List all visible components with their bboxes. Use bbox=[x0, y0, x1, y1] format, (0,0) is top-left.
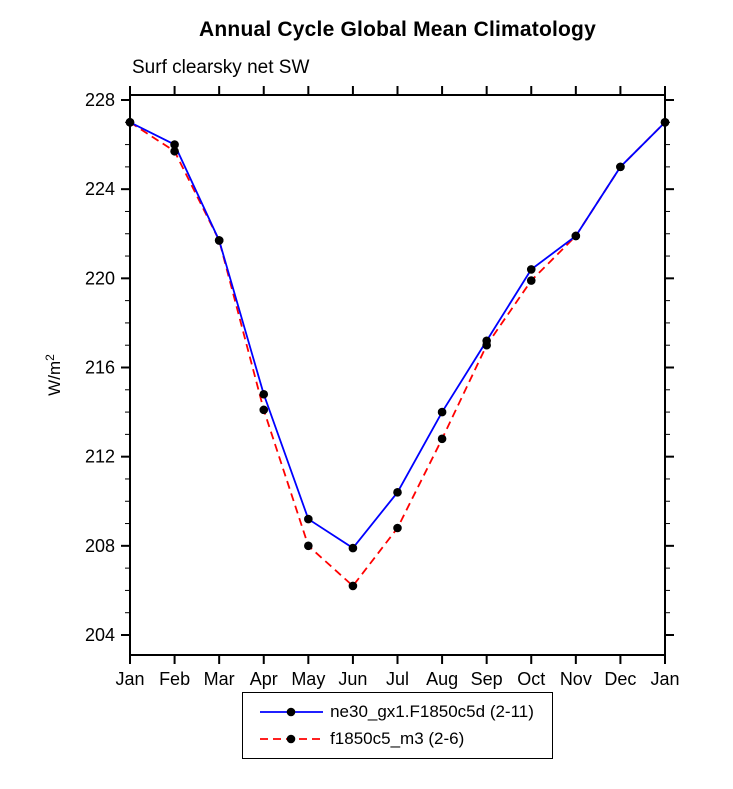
legend-sample-marker bbox=[286, 707, 296, 717]
x-tick-label: Oct bbox=[517, 669, 545, 689]
x-tick-label: Jun bbox=[338, 669, 367, 689]
data-point-marker bbox=[571, 231, 581, 241]
legend-line-sample bbox=[260, 734, 324, 744]
data-point-marker bbox=[526, 265, 536, 274]
data-point-marker bbox=[660, 117, 670, 127]
data-point-marker bbox=[348, 581, 358, 591]
y-tick-label: 228 bbox=[85, 90, 115, 110]
data-point-marker bbox=[437, 434, 447, 444]
x-tick-label: Mar bbox=[204, 669, 235, 689]
y-tick-label: 220 bbox=[85, 268, 115, 288]
x-tick-label: Apr bbox=[250, 669, 278, 689]
legend-sample-marker bbox=[286, 734, 296, 744]
chart-subtitle: Surf clearsky net SW bbox=[132, 57, 310, 78]
x-tick-label: May bbox=[291, 669, 325, 689]
legend-line-sample bbox=[260, 707, 324, 717]
x-tick-label: Nov bbox=[560, 669, 592, 689]
data-point-marker bbox=[170, 146, 179, 156]
data-point-marker bbox=[393, 488, 402, 497]
legend-item: f1850c5_m3 (2-6) bbox=[257, 727, 534, 751]
x-tick-label: Sep bbox=[471, 669, 503, 689]
legend-item: ne30_gx1.F1850c5d (2-11) bbox=[257, 700, 534, 724]
chart-title: Annual Cycle Global Mean Climatology bbox=[199, 18, 596, 41]
y-tick-label: 212 bbox=[85, 447, 115, 467]
data-point-marker bbox=[304, 541, 313, 551]
data-point-marker bbox=[125, 117, 135, 127]
data-point-marker bbox=[393, 523, 402, 533]
data-point-marker bbox=[526, 276, 536, 285]
legend-label: ne30_gx1.F1850c5d (2-11) bbox=[330, 702, 534, 721]
data-point-marker bbox=[304, 514, 313, 524]
y-axis-title: W/m2 bbox=[43, 354, 64, 396]
x-tick-label: Dec bbox=[604, 669, 636, 689]
data-point-marker bbox=[214, 236, 224, 245]
data-point-marker bbox=[348, 543, 358, 553]
x-tick-label: Jul bbox=[386, 669, 409, 689]
x-tick-label: Jan bbox=[650, 669, 679, 689]
legend-label: f1850c5_m3 (2-6) bbox=[330, 729, 465, 748]
data-point-marker bbox=[259, 389, 269, 399]
series-line bbox=[129, 121, 666, 588]
legend: ne30_gx1.F1850c5d (2-11) f1850c5_m3 (2-6… bbox=[130, 692, 665, 759]
x-tick-label: Jan bbox=[115, 669, 144, 689]
data-point-marker bbox=[616, 162, 625, 172]
y-tick-label: 204 bbox=[85, 625, 115, 645]
series-line bbox=[129, 121, 666, 550]
plot-frame bbox=[129, 94, 666, 656]
y-tick-label: 208 bbox=[85, 536, 115, 556]
y-tick-label: 216 bbox=[85, 358, 115, 378]
data-point-marker bbox=[482, 340, 491, 350]
legend-box: ne30_gx1.F1850c5d (2-11) f1850c5_m3 (2-6… bbox=[242, 692, 553, 759]
data-point-marker bbox=[437, 407, 447, 417]
data-point-marker bbox=[170, 140, 179, 149]
x-tick-label: Aug bbox=[426, 669, 458, 689]
x-tick-label: Feb bbox=[159, 669, 190, 689]
y-tick-label: 224 bbox=[85, 179, 115, 199]
data-point-marker bbox=[259, 405, 269, 415]
